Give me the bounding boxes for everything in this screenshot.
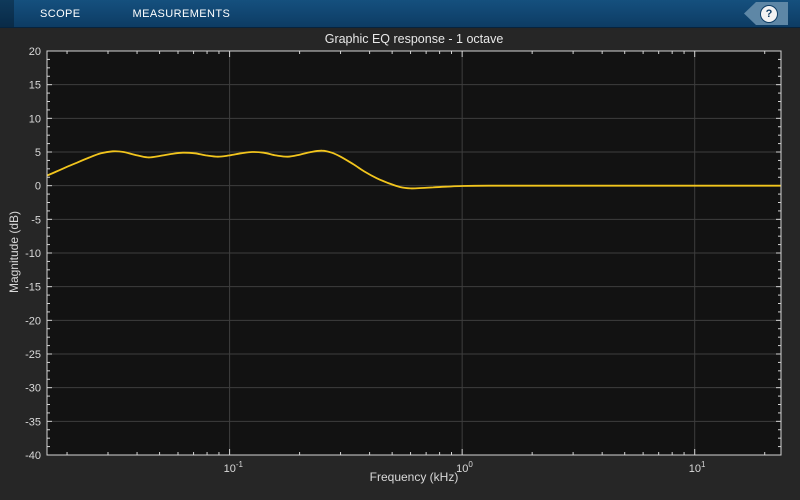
x-tick-label: 101 [689, 460, 706, 475]
y-tick-label: -35 [25, 416, 41, 428]
x-tick-label: 100 [456, 460, 473, 475]
y-tick-label: 5 [35, 147, 41, 159]
y-tick-label: -30 [25, 383, 41, 395]
y-tick-label: -15 [25, 282, 41, 294]
y-tick-label: 0 [35, 181, 41, 193]
eq-chart-svg: 20 15 10 5 0 -5 -10 -15 -20 -25 -30 -35 -40 10-1 100 10… [25, 46, 782, 475]
y-tick-label: -20 [25, 315, 41, 327]
y-tick-label: 20 [29, 46, 41, 58]
toolstrip: SCOPE MEASUREMENTS ? [0, 0, 800, 28]
y-tick-label: -5 [31, 214, 41, 226]
axes-border [46, 50, 782, 456]
y-tick-label: -25 [25, 349, 41, 361]
y-tick-label: 10 [29, 113, 41, 125]
help-button[interactable]: ? [744, 2, 788, 25]
y-tick-label: -40 [25, 450, 41, 462]
y-tick-label: 15 [29, 80, 41, 92]
plot-title: Graphic EQ response - 1 octave [324, 32, 504, 46]
y-axis-label: Magnitude (dB) [7, 210, 21, 294]
y-tick-label: -10 [25, 248, 41, 260]
tab-scope[interactable]: SCOPE [40, 7, 81, 20]
help-icon: ? [760, 4, 778, 23]
eq-response-curve [47, 149, 781, 190]
tab-measurements[interactable]: MEASUREMENTS [132, 7, 231, 20]
x-axis-label: Frequency (kHz) [369, 470, 459, 484]
x-tick-label: 10-1 [224, 460, 244, 475]
